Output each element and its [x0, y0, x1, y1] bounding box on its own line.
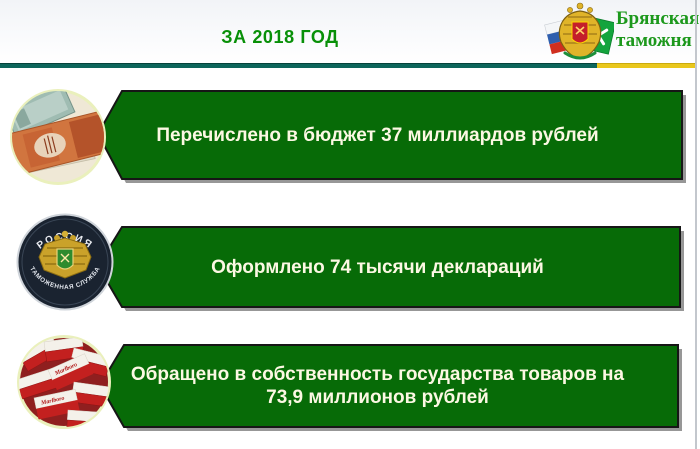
- bryansk-customs-logo: Брянская таможня: [544, 1, 699, 63]
- banner-arrow-shape: [100, 344, 682, 431]
- slide-right-border: [695, 0, 697, 449]
- logo-org-name: Брянская таможня: [616, 8, 699, 52]
- banner-text: Оформлено 74 тысячи деклараций: [211, 256, 544, 278]
- customs-service-badge-image: РОССИЯ ТАМОЖЕННАЯ СЛУЖБА: [16, 213, 114, 311]
- cigarette-cartons-image: Marlboro Marlboro: [17, 335, 111, 429]
- banner-text: Перечислено в бюджет 37 миллиардов рубле…: [156, 124, 599, 146]
- logo-org-name-line1: Брянская: [616, 8, 700, 29]
- banner-arrow-shape: [98, 226, 684, 311]
- double-eagle-icon: [558, 2, 602, 60]
- cigarette-brand-label: Marlboro: [40, 396, 65, 407]
- divider-yellow: [597, 63, 696, 68]
- ruble-banknotes-image: [10, 89, 106, 185]
- badge-gold-eagle: [38, 230, 92, 279]
- banner-text: Обращено в собственность государства тов…: [130, 364, 625, 408]
- customs-coat-of-arms-icon: [544, 2, 614, 60]
- divider-teal: [0, 63, 597, 68]
- slide-title: ЗА 2018 ГОД: [221, 27, 339, 47]
- logo-org-name-line2: таможня: [616, 30, 692, 51]
- banner-arrow-shape: [98, 90, 686, 183]
